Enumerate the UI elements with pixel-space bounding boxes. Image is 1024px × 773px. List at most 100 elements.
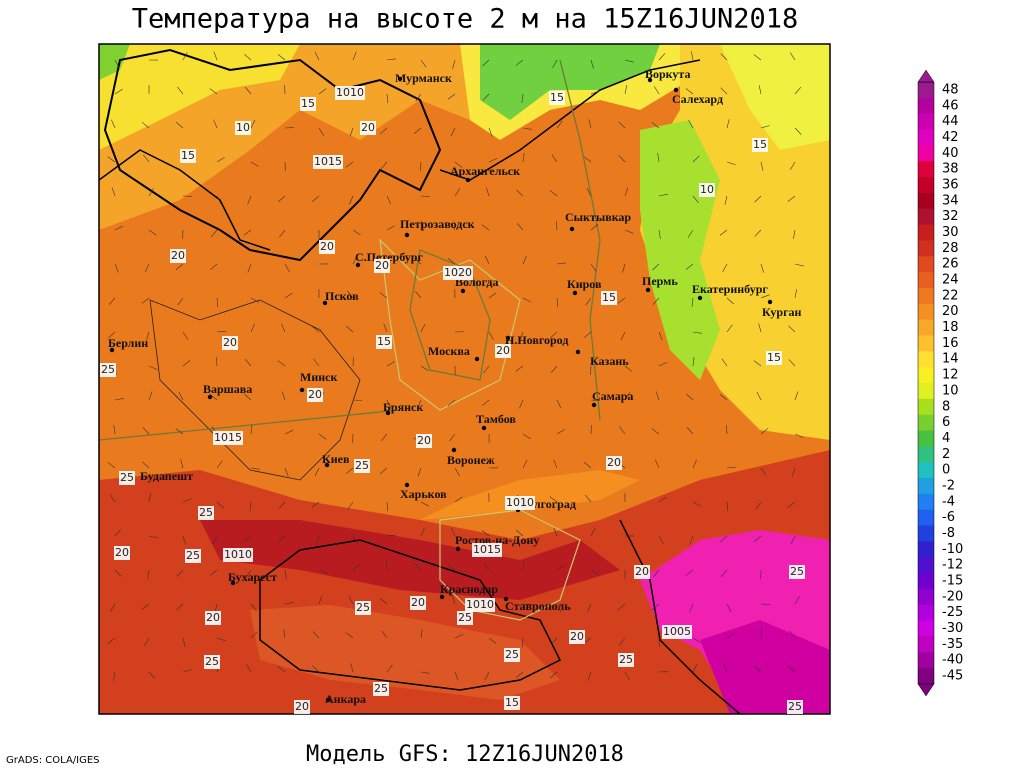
legend-label: -8 [942,526,955,541]
city-label: Тамбов [476,412,516,426]
isobar-label: 1015 [214,431,242,444]
isotherm-label: 15 [767,351,781,364]
legend-swatch [918,98,934,114]
legend-swatch [918,161,934,177]
city-dot [482,426,486,430]
legend-swatch [918,431,934,447]
legend-swatch [918,225,934,241]
legend-label: 6 [942,415,950,430]
isobar-label: 1010 [336,86,364,99]
legend-swatch [918,351,934,367]
isotherm-label: 25 [505,648,519,661]
city-dot [456,547,460,551]
legend-label: 20 [942,304,959,319]
legend-label: 12 [942,368,959,383]
isotherm-label: 20 [496,344,510,357]
model: Модель GFS: 12Z16JUN2018 [306,742,624,767]
city-label: Самара [592,389,633,403]
legend-swatch [918,494,934,510]
legend-swatch [918,462,934,478]
legend-swatch [918,304,934,320]
isotherm-label: 20 [570,630,584,643]
city-label: Воркута [645,67,690,81]
isotherm-label: 20 [206,611,220,624]
isotherm-label: 15 [602,291,616,304]
city-label: Воронеж [447,453,495,467]
isotherm-label: 15 [377,335,391,348]
legend-swatch [918,114,934,130]
isotherm-label: 20 [223,336,237,349]
city-label: Псков [325,289,359,303]
legend-swatch [918,272,934,288]
legend-label: 32 [942,209,959,224]
isotherm-label: 25 [458,611,472,624]
legend-swatch [918,240,934,256]
city-label: Екатеринбург [692,282,768,296]
legend-label: 30 [942,225,959,240]
city-label: Будапешт [140,469,193,483]
city-label: Салехард [672,92,723,106]
legend-label: 42 [942,130,959,145]
legend-label: 16 [942,336,959,351]
legend-swatch [918,177,934,193]
city-dot [646,288,650,292]
isotherm-label: 20 [361,121,375,134]
legend-label: 28 [942,241,959,256]
city-label: Краснодар [440,582,498,596]
city-label: Берлин [108,336,148,350]
isotherm-label: 15 [550,91,564,104]
isotherm-label: 20 [635,565,649,578]
legend-swatch [918,636,934,652]
city-label: Пермь [642,274,678,288]
legend-swatch [918,320,934,336]
city-dot [405,233,409,237]
city-dot [452,448,456,452]
city-label: Казань [590,354,629,368]
legend-swatch [918,193,934,209]
city-label: Москва [428,344,470,358]
legend-label: -2 [942,478,955,493]
isotherm-label: 25 [374,682,388,695]
isobar-label: 1015 [473,543,501,556]
city-dot [576,350,580,354]
city-label: Минск [300,370,337,384]
isotherm-label: 20 [607,456,621,469]
legend-label: 2 [942,447,950,462]
city-label: Брянск [383,400,423,414]
legend-swatch [918,415,934,431]
isotherm-label: 25 [619,653,633,666]
legend-label: 18 [942,320,959,335]
isotherm-label: 20 [171,249,185,262]
isotherm-label: 20 [417,434,431,447]
isotherm-label: 25 [199,506,213,519]
legend-label: 48 [942,83,959,98]
isobar-label: 1005 [663,625,691,638]
legend-label: -40 [942,653,963,668]
city-dot [475,357,479,361]
legend-label: -25 [942,605,963,620]
isotherm-label: 25 [355,459,369,472]
legend-swatch [918,557,934,573]
legend-label: 0 [942,463,950,478]
isobar-label: 1010 [224,548,252,561]
legend-label: 14 [942,352,959,367]
legend-swatch [918,446,934,462]
isobar-label: 1010 [466,598,494,611]
legend-swatch [918,573,934,589]
city-dot [573,291,577,295]
legend-label: 46 [942,98,959,113]
legend-label: -12 [942,558,963,573]
legend-label: -15 [942,573,963,588]
legend-swatch [918,335,934,351]
isotherm-label: 20 [411,596,425,609]
legend-swatch [918,605,934,621]
legend-label: 38 [942,162,959,177]
city-dot [698,296,702,300]
isotherm-label: 10 [700,183,714,196]
city-dot [300,388,304,392]
isotherm-label: 25 [101,363,115,376]
isotherm-label: 15 [505,696,519,709]
title: Температура на высоте 2 м на 15Z16JUN201… [132,4,798,35]
isotherm-label: 25 [186,549,200,562]
